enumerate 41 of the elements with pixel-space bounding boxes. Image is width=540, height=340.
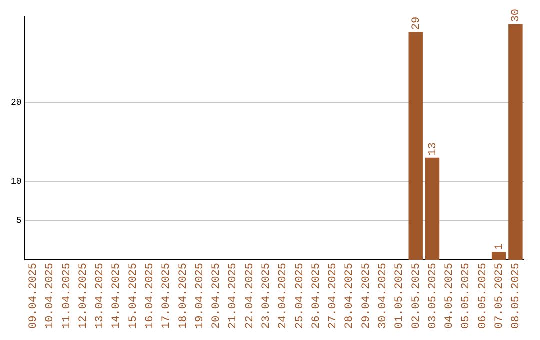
x-tick-label: 09.04.2025 — [28, 262, 40, 330]
x-tick-label: 23.04.2025 — [260, 262, 273, 330]
x-tick-label: 06.05.2025 — [477, 262, 490, 330]
data-label: 30 — [510, 9, 523, 22]
x-tick-label: 13.04.2025 — [94, 262, 107, 330]
x-tick-label: 29.04.2025 — [360, 262, 373, 330]
x-tick-label: 11.04.2025 — [61, 262, 74, 330]
y-tick-label: 10 — [10, 176, 22, 187]
bar — [508, 24, 523, 260]
x-tick-label: 22.04.2025 — [244, 262, 256, 330]
x-tick-label: 25.04.2025 — [294, 262, 306, 330]
x-tick-label: 03.05.2025 — [427, 262, 440, 330]
x-tick-label: 04.05.2025 — [444, 262, 456, 330]
x-tick-label: 21.04.2025 — [228, 262, 240, 330]
x-tick-label: 28.04.2025 — [344, 262, 356, 330]
x-tick-label: 18.04.2025 — [178, 262, 190, 330]
x-tick-label: 10.04.2025 — [44, 262, 57, 330]
bar — [408, 32, 423, 260]
x-tick-label: 02.05.2025 — [410, 262, 423, 330]
bar — [492, 252, 506, 260]
bar — [425, 158, 440, 260]
x-tick-label: 24.04.2025 — [278, 262, 290, 330]
x-tick-label: 30.04.2025 — [377, 262, 390, 330]
x-tick-label: 12.04.2025 — [78, 262, 90, 330]
x-tick-label: 17.04.2025 — [161, 262, 174, 330]
x-tick-label: 07.05.2025 — [494, 262, 506, 330]
x-tick-label: 14.04.2025 — [111, 262, 124, 330]
x-tick-label: 19.04.2025 — [194, 262, 206, 330]
x-tick-label: 20.04.2025 — [211, 262, 224, 330]
y-tick-label: 20 — [10, 98, 22, 108]
data-label: 29 — [410, 16, 423, 30]
x-tick-label: 15.04.2025 — [128, 262, 140, 330]
x-tick-label: 05.05.2025 — [460, 262, 473, 330]
x-tick-label: 08.05.2025 — [510, 262, 523, 330]
x-tick-label: 16.04.2025 — [144, 262, 157, 330]
data-label: 13 — [427, 142, 440, 156]
y-tick-label: 5 — [16, 216, 22, 226]
data-label: 1 — [494, 243, 506, 250]
x-tick-label: 27.04.2025 — [328, 262, 340, 330]
x-tick-label: 26.04.2025 — [310, 262, 323, 330]
x-tick-label: 01.05.2025 — [394, 262, 406, 330]
